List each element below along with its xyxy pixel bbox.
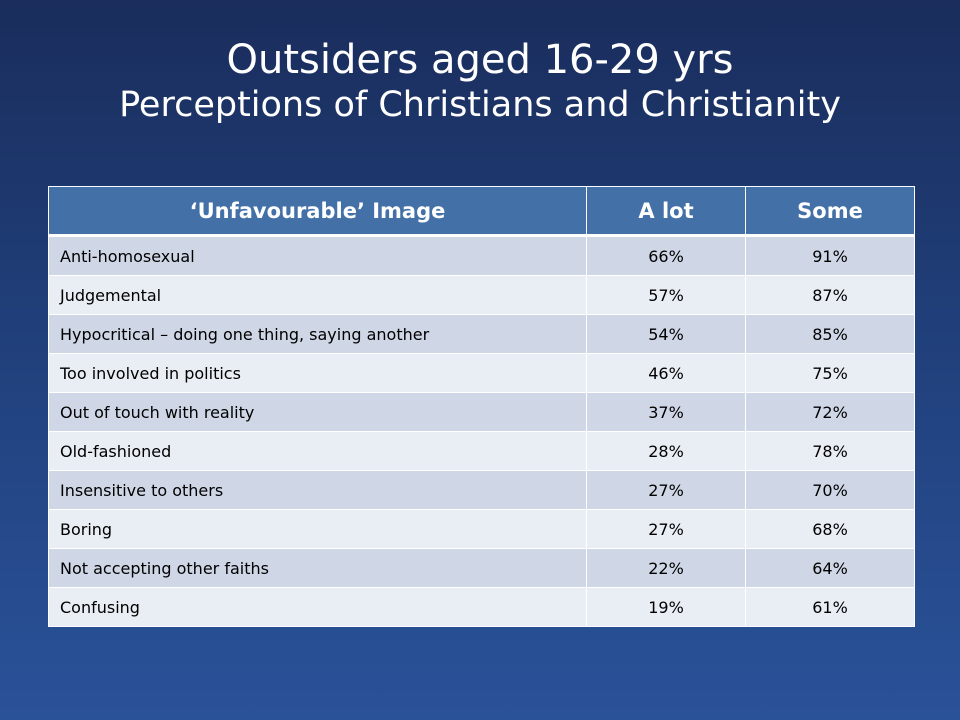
column-header-image: ‘Unfavourable’ Image — [48, 186, 587, 237]
table-row: Hypocritical – doing one thing, saying a… — [48, 314, 915, 354]
row-label: Too involved in politics — [48, 353, 587, 393]
some-value: 78% — [745, 431, 915, 471]
table-header-row: ‘Unfavourable’ Image A lot Some — [48, 186, 915, 237]
table-row: Judgemental 57% 87% — [48, 275, 915, 315]
a-lot-value: 66% — [586, 235, 746, 276]
a-lot-value: 37% — [586, 392, 746, 432]
data-table: ‘Unfavourable’ Image A lot Some Anti-hom… — [48, 186, 915, 627]
table-row: Insensitive to others 27% 70% — [48, 470, 915, 510]
some-value: 64% — [745, 548, 915, 588]
some-value: 68% — [745, 509, 915, 549]
some-value: 85% — [745, 314, 915, 354]
row-label: Boring — [48, 509, 587, 549]
a-lot-value: 27% — [586, 470, 746, 510]
a-lot-value: 27% — [586, 509, 746, 549]
table-row: Not accepting other faiths 22% 64% — [48, 548, 915, 588]
title-line-2: Perceptions of Christians and Christiani… — [119, 85, 841, 125]
row-label: Anti-homosexual — [48, 235, 587, 276]
a-lot-value: 46% — [586, 353, 746, 393]
row-label: Out of touch with reality — [48, 392, 587, 432]
some-value: 70% — [745, 470, 915, 510]
a-lot-value: 22% — [586, 548, 746, 588]
some-value: 87% — [745, 275, 915, 315]
some-value: 75% — [745, 353, 915, 393]
row-label: Judgemental — [48, 275, 587, 315]
row-label: Old-fashioned — [48, 431, 587, 471]
table-row: Anti-homosexual 66% 91% — [48, 235, 915, 276]
row-label: Confusing — [48, 587, 587, 627]
some-value: 72% — [745, 392, 915, 432]
a-lot-value: 19% — [586, 587, 746, 627]
a-lot-value: 54% — [586, 314, 746, 354]
some-value: 61% — [745, 587, 915, 627]
a-lot-value: 57% — [586, 275, 746, 315]
column-header-a-lot: A lot — [586, 186, 746, 237]
row-label: Not accepting other faiths — [48, 548, 587, 588]
table-row: Out of touch with reality 37% 72% — [48, 392, 915, 432]
table-row: Boring 27% 68% — [48, 509, 915, 549]
column-header-some: Some — [745, 186, 915, 237]
table-row: Too involved in politics 46% 75% — [48, 353, 915, 393]
title-line-1: Outsiders aged 16-29 yrs — [226, 37, 734, 83]
some-value: 91% — [745, 235, 915, 276]
row-label: Insensitive to others — [48, 470, 587, 510]
perceptions-table: ‘Unfavourable’ Image A lot Some Anti-hom… — [48, 186, 915, 627]
row-label: Hypocritical – doing one thing, saying a… — [48, 314, 587, 354]
slide-title: Outsiders aged 16-29 yrs Perceptions of … — [0, 36, 960, 126]
a-lot-value: 28% — [586, 431, 746, 471]
table-row: Confusing 19% 61% — [48, 587, 915, 627]
table-row: Old-fashioned 28% 78% — [48, 431, 915, 471]
